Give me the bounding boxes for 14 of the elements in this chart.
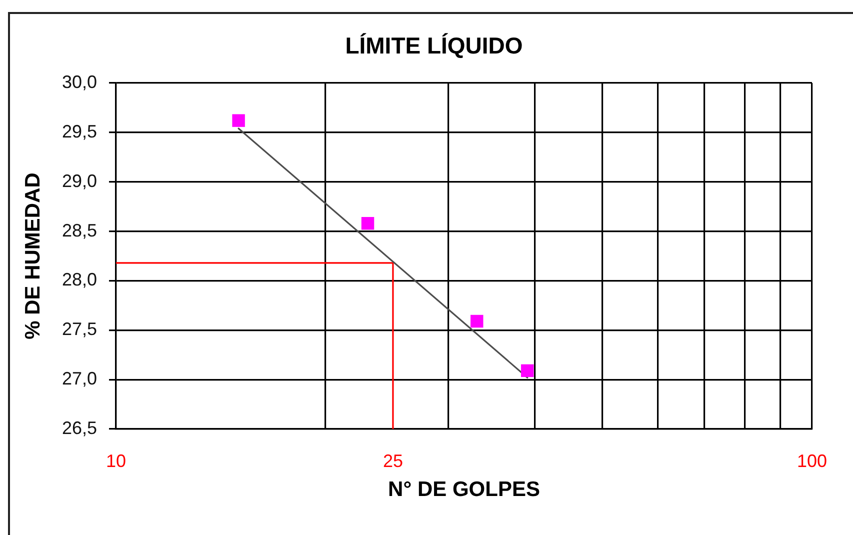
y-tick-label: 29,5 [62,121,97,142]
y-tick-label: 28,5 [62,220,97,240]
x-axis-title: N° DE GOLPES [388,478,540,502]
y-axis-title: % DE HUMEDAD [21,172,44,340]
x-tick-label: 25 [382,450,403,471]
x-tick-label: 10 [106,450,126,471]
y-tick-label: 30,0 [62,72,97,92]
y-tick-label: 27,0 [62,368,97,389]
chart-title: LÍMITE LÍQUIDO [345,32,523,58]
x-tick-label: 100 [796,450,828,471]
y-tick-label: 26,5 [62,418,97,438]
y-tick-label: 27,5 [62,319,97,340]
y-tick-label: 28,0 [62,270,97,290]
y-tick-label: 29,0 [62,170,97,191]
